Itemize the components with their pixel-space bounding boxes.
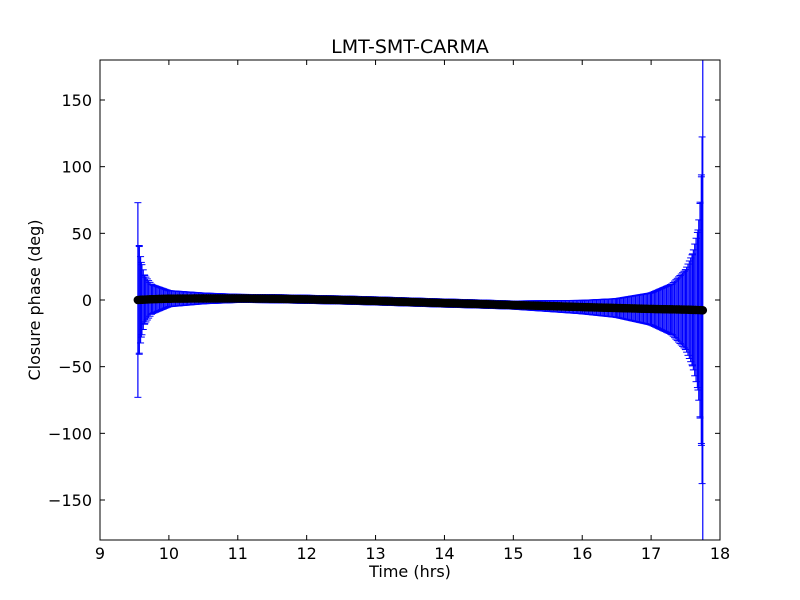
x-tick-label: 17: [641, 544, 661, 563]
y-tick-label: 100: [61, 158, 92, 177]
x-tick-label: 18: [710, 544, 730, 563]
x-tick-label: 11: [228, 544, 248, 563]
y-tick-label: 0: [82, 291, 92, 310]
plot-frame: [99, 59, 721, 541]
x-tick-label: 12: [296, 544, 316, 563]
data-point: [698, 305, 708, 315]
y-axis-label: Closure phase (deg): [25, 219, 44, 380]
y-tick-label: 150: [61, 91, 92, 110]
chart-title: LMT-SMT-CARMA: [331, 36, 489, 58]
data-markers: [133, 294, 708, 315]
y-tick-label: −100: [48, 424, 92, 443]
x-axis-label: Time (hrs): [368, 562, 451, 581]
x-tick-label: 10: [159, 544, 179, 563]
x-tick-label: 16: [572, 544, 592, 563]
x-tick-label: 13: [365, 544, 385, 563]
y-tick-label: −50: [58, 358, 92, 377]
x-tick-label: 14: [434, 544, 454, 563]
x-tick-label: 15: [503, 544, 523, 563]
y-tick-label: 50: [72, 224, 92, 243]
y-tick-label: −150: [48, 491, 92, 510]
x-tick-label: 9: [95, 544, 105, 563]
axis-ticks: 9 10 11 12 13 14 15 16 17 18 −150 −100 −50 0 50 100 150: [48, 60, 730, 563]
